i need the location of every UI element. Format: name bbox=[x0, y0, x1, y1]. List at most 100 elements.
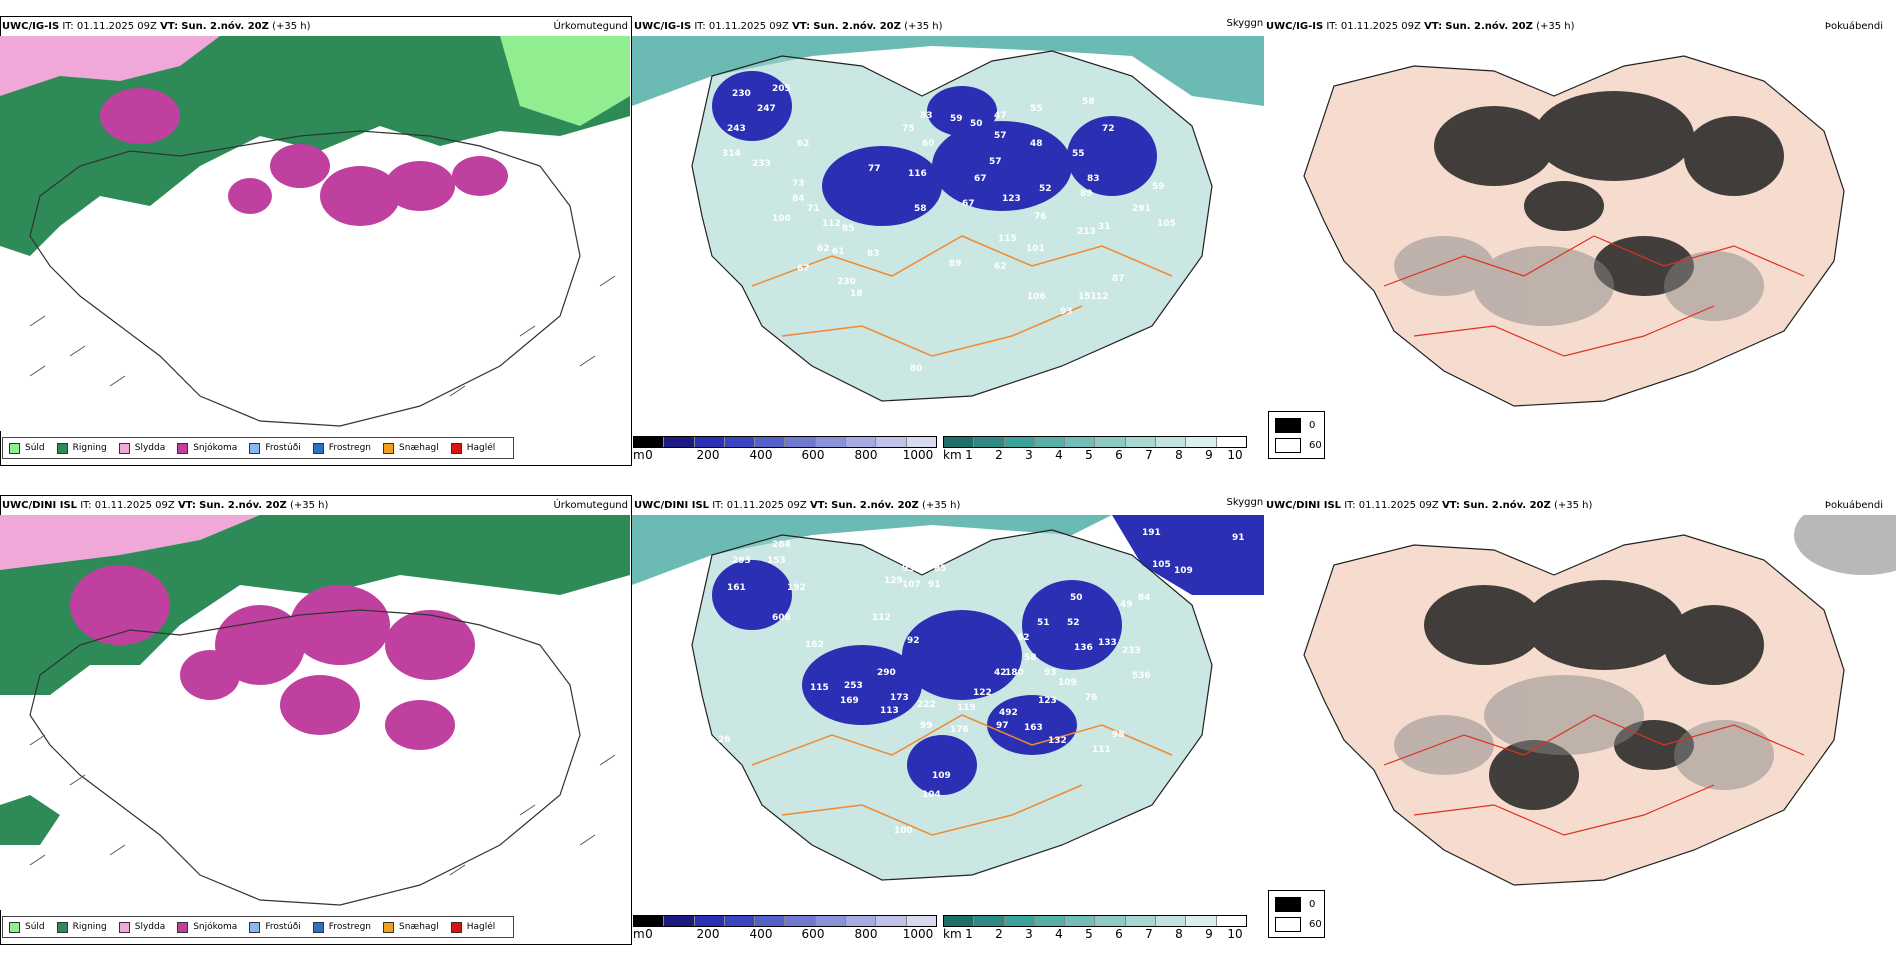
legend-swatch bbox=[312, 921, 324, 933]
ceiling-value: 492 bbox=[999, 708, 1018, 718]
ceiling-value: 49 bbox=[1120, 600, 1133, 610]
colorbar-segment bbox=[694, 437, 725, 447]
visibility-map: 230 247 205 243 62 314 233 73 84 100 71 … bbox=[632, 36, 1264, 431]
visibility-panel-igis: UWC/IG-IS IT: 01.11.2025 09Z VT: Sun. 2.… bbox=[632, 14, 1264, 476]
ceiling-value: 109 bbox=[1174, 566, 1193, 576]
ceiling-value: 56 bbox=[702, 738, 715, 748]
visibility-panel-dini: UWC/DINI ISL IT: 01.11.2025 09Z VT: Sun.… bbox=[632, 493, 1264, 955]
panel-title: UWC/IG-IS IT: 01.11.2025 09Z VT: Sun. 2.… bbox=[2, 21, 311, 32]
tick-label: 400 bbox=[749, 448, 773, 462]
legend-item: Súld bbox=[9, 442, 45, 454]
tick-label: 1000 bbox=[902, 448, 934, 462]
iceland-coastline bbox=[691, 50, 1213, 402]
colorbar-segment bbox=[1216, 437, 1246, 447]
ceiling-value: 67 bbox=[974, 174, 987, 184]
tick-label: 0 bbox=[645, 927, 653, 941]
legend-item: Haglél bbox=[450, 921, 495, 933]
tick-label: 7 bbox=[1145, 927, 1153, 941]
ceiling-value: 100 bbox=[772, 214, 791, 224]
legend-item: Rigning bbox=[56, 921, 107, 933]
colorbar-segment bbox=[876, 916, 907, 926]
fog-mid-areas bbox=[1394, 675, 1774, 790]
colorbar-segment bbox=[1034, 437, 1066, 447]
ceiling-value: 151 bbox=[1078, 292, 1097, 302]
ceiling-value: 91 bbox=[928, 580, 941, 590]
ceiling-value: 83 bbox=[1087, 174, 1100, 184]
ceiling-cells bbox=[712, 71, 1157, 226]
colorbar-segment bbox=[1065, 437, 1096, 447]
ceiling-value: 51 bbox=[1037, 618, 1050, 628]
ceiling-value: 111 bbox=[1092, 745, 1111, 755]
legend-item: Haglél bbox=[450, 442, 495, 454]
ceiling-value: 83 bbox=[920, 111, 933, 121]
ceiling-value: 608 bbox=[772, 613, 791, 623]
tick-label: 0 bbox=[645, 448, 653, 462]
tick-label: 3 bbox=[1025, 927, 1033, 941]
iceland-coastline bbox=[691, 529, 1213, 881]
tick-label: 8 bbox=[1175, 448, 1183, 462]
ceiling-value: 109 bbox=[932, 771, 951, 781]
colorbar-segment bbox=[1156, 437, 1187, 447]
precip-map bbox=[0, 515, 630, 910]
iceland-coastline bbox=[1303, 534, 1845, 886]
ceiling-value: 85 bbox=[934, 564, 947, 574]
ceiling-value: 50 bbox=[970, 119, 983, 129]
ceiling-value: 71 bbox=[807, 204, 820, 214]
legend-item: Frostregn bbox=[312, 442, 371, 454]
colorbar-segment bbox=[785, 437, 816, 447]
ceiling-value: 62 bbox=[797, 139, 810, 149]
colorbar-segment bbox=[906, 437, 936, 447]
colorbar-segment bbox=[876, 437, 907, 447]
ceiling-value: 163 bbox=[1024, 723, 1043, 733]
colorbar-segment bbox=[944, 916, 975, 926]
snow-areas bbox=[70, 565, 475, 750]
legend-item: Snæhagl bbox=[383, 921, 439, 933]
legend-row: 0 bbox=[1275, 418, 1315, 433]
ceiling-value: 98 bbox=[1112, 730, 1125, 740]
road-network bbox=[1413, 305, 1715, 357]
ceiling-value: 76 bbox=[1085, 693, 1098, 703]
legend-swatch bbox=[1275, 897, 1301, 912]
legend-row: 60 bbox=[1275, 438, 1322, 453]
ceiling-value: 97 bbox=[996, 721, 1009, 731]
legend-swatch bbox=[1275, 438, 1301, 453]
ceiling-value: 205 bbox=[772, 84, 791, 94]
ceiling-value: 162 bbox=[805, 640, 824, 650]
ceiling-value: 42 bbox=[994, 668, 1007, 678]
road-network bbox=[751, 714, 1173, 766]
ceiling-value: 113 bbox=[880, 706, 899, 716]
colorbar-segment bbox=[724, 916, 756, 926]
ceiling-value: 123 bbox=[1002, 194, 1021, 204]
ceiling-value: 80 bbox=[910, 364, 923, 374]
ceiling-value: 50 bbox=[1070, 593, 1083, 603]
low-ceiling-sea bbox=[1112, 515, 1264, 595]
ceiling-value: 59 bbox=[950, 114, 963, 124]
legend-row: 60 bbox=[1275, 917, 1322, 932]
ceiling-value: 89 bbox=[1080, 189, 1093, 199]
ceiling-value: 61 bbox=[832, 247, 845, 257]
colorbar-segment bbox=[1004, 437, 1035, 447]
ceiling-value: 58 bbox=[1082, 97, 1095, 107]
visibility-map: 191 91 105 109 284 293 153 192 161 608 1… bbox=[632, 515, 1264, 910]
ceiling-value: 58 bbox=[914, 204, 927, 214]
tick-label: 400 bbox=[749, 927, 773, 941]
ceiling-value: 161 bbox=[727, 583, 746, 593]
ceiling-value: 314 bbox=[722, 149, 741, 159]
road-network bbox=[1383, 714, 1805, 766]
colorbar-segment bbox=[974, 916, 1005, 926]
legend-swatch bbox=[383, 442, 395, 454]
colorbar-unit: km bbox=[943, 448, 962, 462]
ceiling-value: 176 bbox=[950, 725, 969, 735]
ceiling-value: 243 bbox=[727, 124, 746, 134]
colorbar-segment bbox=[1004, 916, 1035, 926]
ceiling-value: 230 bbox=[732, 89, 751, 99]
ceiling-value: 109 bbox=[1058, 678, 1077, 688]
legend-swatch bbox=[249, 921, 261, 933]
ceiling-value: 536 bbox=[1132, 671, 1151, 681]
fog-legend: 0 60 bbox=[1268, 890, 1325, 938]
road-network bbox=[781, 305, 1083, 357]
ceiling-value: 101 bbox=[1026, 244, 1045, 254]
legend-swatch bbox=[1275, 418, 1301, 433]
fog-map bbox=[1264, 36, 1896, 431]
panel-title: UWC/IG-IS IT: 01.11.2025 09Z VT: Sun. 2.… bbox=[634, 21, 943, 32]
